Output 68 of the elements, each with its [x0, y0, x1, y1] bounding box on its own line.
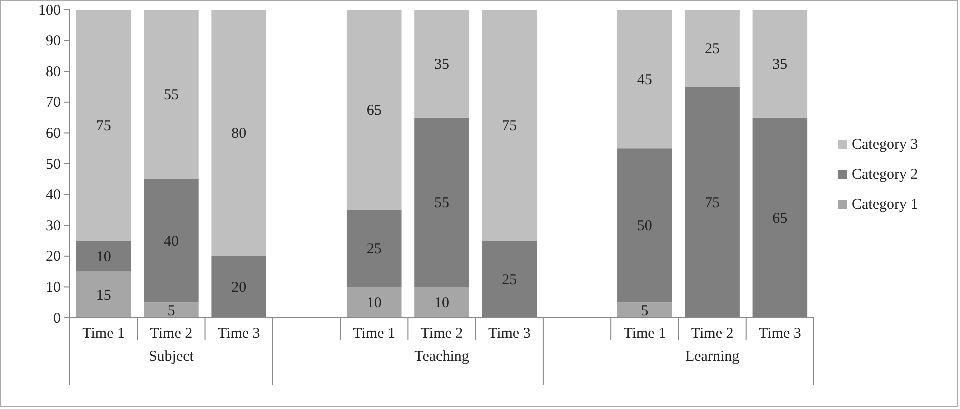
- bar: [618, 10, 672, 149]
- bar: [76, 272, 132, 318]
- data-label: 25: [705, 42, 720, 58]
- bar: [76, 241, 132, 272]
- data-label: 55: [164, 88, 179, 104]
- text: Learning: [685, 349, 740, 365]
- bar: [752, 10, 808, 118]
- data-label: 10: [434, 296, 450, 312]
- data-label: 25: [502, 272, 518, 288]
- bar: [618, 302, 672, 318]
- data-label: 75: [705, 196, 720, 212]
- bar: [346, 210, 402, 288]
- x-tick-label: Time 3: [758, 326, 802, 342]
- data-label: 10: [366, 296, 382, 312]
- bar: [346, 10, 402, 210]
- legend-label: Category 3: [852, 137, 918, 153]
- bar: [618, 148, 672, 303]
- bar: [414, 10, 470, 118]
- data-label: 5: [641, 303, 649, 320]
- legend-label: Category 1: [852, 197, 918, 213]
- text: Teaching: [414, 349, 470, 365]
- data-label: 75: [502, 118, 518, 134]
- data-label: 40: [164, 234, 179, 250]
- y-tick-label: 0: [54, 310, 61, 327]
- x-tick-label: Time 3: [218, 326, 260, 342]
- x-tick-label: Time 1: [82, 326, 126, 342]
- data-label: 35: [772, 56, 788, 73]
- y-tick-label: 60: [46, 126, 61, 142]
- y-tick-label: 50: [46, 156, 61, 173]
- bar: [144, 10, 199, 180]
- y-tick-label: 80: [46, 64, 61, 80]
- bar: [346, 287, 402, 318]
- data-label: 5: [168, 303, 176, 320]
- x-tick-label: Time 1: [353, 326, 396, 342]
- data-label: 50: [637, 218, 652, 235]
- data-label: 55: [434, 196, 450, 212]
- data-label: 15: [96, 288, 112, 304]
- y-tick-label: 30: [46, 218, 61, 234]
- data-label: 75: [96, 118, 112, 134]
- bar: [144, 302, 199, 318]
- bar: [482, 10, 538, 241]
- data-label: 10: [96, 249, 112, 266]
- text: Subject: [148, 349, 195, 365]
- y-tick-label: 90: [46, 34, 61, 50]
- x-tick-label: Time 2: [420, 326, 464, 342]
- y-tick-label: 20: [46, 249, 61, 266]
- x-tick-label: Time 2: [691, 326, 734, 342]
- x-tick-label: Time 1: [624, 326, 666, 342]
- bar: [414, 118, 470, 288]
- data-label: 65: [366, 103, 382, 120]
- y-tick-label: 40: [46, 188, 61, 204]
- legend-label: Category 2: [852, 167, 918, 183]
- data-label: 65: [772, 210, 788, 227]
- y-tick-label: 70: [46, 95, 61, 112]
- y-tick-label: 100: [38, 2, 61, 19]
- bar: [414, 287, 470, 318]
- bar: [685, 10, 740, 87]
- data-label: 25: [366, 242, 382, 258]
- bar: [76, 10, 132, 241]
- data-label: 80: [232, 126, 247, 142]
- x-tick-label: Time 3: [488, 326, 531, 342]
- data-label: 35: [434, 56, 450, 73]
- y-tick-label: 10: [46, 280, 61, 296]
- data-label: 45: [637, 72, 652, 88]
- bar: [212, 10, 266, 256]
- x-tick-label: Time 2: [150, 326, 193, 342]
- bar: [144, 179, 199, 303]
- data-label: 20: [232, 280, 247, 296]
